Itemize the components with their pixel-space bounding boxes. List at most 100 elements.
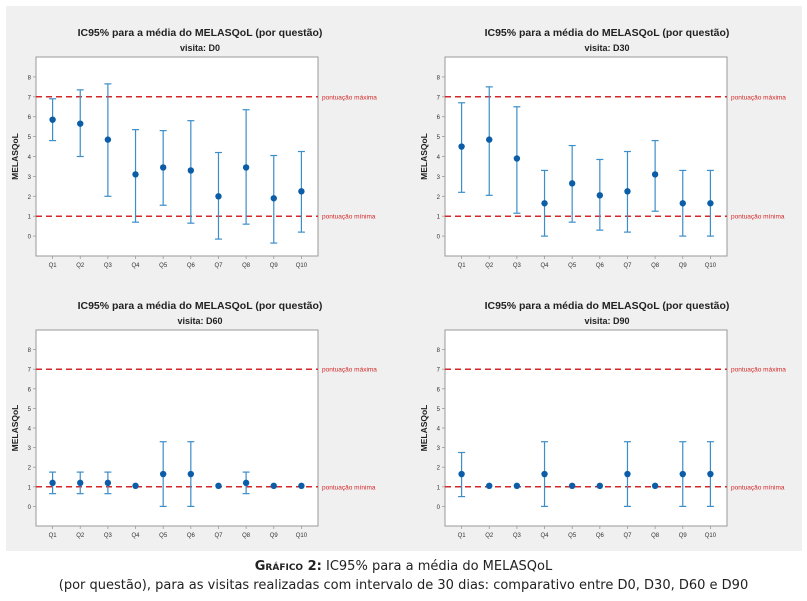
y-tick-label: 6	[28, 115, 32, 121]
reference-label-min: pontuação mínima	[731, 214, 785, 221]
x-tick-label: Q4	[541, 533, 550, 539]
y-tick-label: 6	[437, 387, 441, 393]
interval-plots-figure: IC95% para a média do MELASQoL (por ques…	[10, 27, 786, 539]
plot-area	[444, 56, 728, 257]
x-tick-label: Q6	[596, 533, 605, 539]
x-tick-label: Q7	[623, 533, 632, 539]
y-tick-label: 0	[28, 505, 32, 511]
x-tick-label: Q10	[705, 533, 717, 539]
mean-point	[215, 193, 222, 200]
y-tick-label: 6	[437, 115, 441, 121]
x-tick-label: Q3	[513, 533, 522, 539]
x-tick-label: Q4	[541, 263, 550, 269]
x-tick-label: Q4	[132, 263, 141, 269]
y-axis-label: MELASQoL	[10, 133, 20, 180]
reference-label-max: pontuação máxima	[731, 367, 786, 374]
y-axis-label: MELASQoL	[419, 133, 429, 180]
mean-point	[159, 470, 167, 478]
y-tick-label: 4	[437, 427, 441, 433]
x-tick-label: Q5	[568, 533, 577, 539]
y-tick-label: 5	[28, 407, 32, 413]
y-tick-label: 1	[28, 485, 32, 491]
chart-subtitle: visita: D60	[177, 316, 222, 326]
chart-subtitle: visita: D30	[584, 43, 629, 53]
mean-point	[541, 470, 548, 478]
x-tick-label: Q2	[485, 533, 494, 539]
mean-point	[596, 192, 604, 199]
y-tick-label: 1	[28, 215, 32, 221]
figure-caption: Gráfico 2: IC95% para a média do MELASQo…	[0, 557, 807, 595]
x-tick-label: Q8	[242, 263, 251, 269]
mean-point	[624, 188, 631, 195]
x-tick-label: Q10	[296, 263, 308, 269]
y-tick-label: 2	[28, 466, 32, 472]
mean-point	[270, 482, 277, 490]
y-tick-label: 8	[28, 348, 32, 354]
y-tick-label: 0	[437, 505, 441, 511]
x-tick-label: Q1	[458, 263, 467, 269]
chart-panel-2: IC95% para a média do MELASQoL (por ques…	[419, 27, 786, 269]
x-tick-label: Q9	[270, 533, 279, 539]
x-tick-label: Q1	[49, 263, 58, 269]
chart-panel-1: IC95% para a média do MELASQoL (por ques…	[10, 27, 377, 269]
mean-point	[77, 479, 84, 487]
x-tick-label: Q8	[651, 533, 660, 539]
x-tick-label: Q2	[76, 533, 85, 539]
x-tick-label: Q7	[214, 533, 223, 539]
y-tick-label: 6	[28, 387, 32, 393]
mean-point	[242, 479, 250, 487]
mean-point	[49, 479, 56, 487]
y-tick-label: 1	[437, 215, 441, 221]
reference-label-max: pontuação máxima	[731, 94, 786, 101]
chart-panel-3: IC95% para a média do MELASQoL (por ques…	[10, 300, 377, 539]
x-tick-label: Q9	[679, 263, 688, 269]
caption-line-2: (por questão), para as visitas realizada…	[58, 578, 749, 593]
mean-point	[270, 195, 277, 202]
mean-point	[159, 164, 167, 171]
y-tick-label: 7	[437, 95, 441, 101]
x-tick-label: Q5	[159, 533, 168, 539]
x-tick-label: Q4	[132, 533, 141, 539]
reference-label-max: pontuação máxima	[322, 367, 377, 374]
y-axis-label: MELASQoL	[10, 405, 20, 452]
x-tick-label: Q2	[485, 263, 494, 269]
caption-line-1: Gráfico 2: IC95% para a média do MELASQo…	[0, 557, 807, 576]
caption-label: Gráfico 2:	[254, 559, 322, 574]
mean-point	[187, 470, 195, 478]
y-tick-label: 4	[28, 427, 32, 433]
y-tick-label: 5	[28, 135, 32, 141]
x-tick-label: Q6	[596, 263, 605, 269]
plot-area	[444, 329, 728, 527]
y-tick-label: 0	[437, 235, 441, 241]
x-tick-label: Q3	[513, 263, 522, 269]
x-tick-label: Q6	[187, 533, 196, 539]
mean-point	[624, 470, 631, 478]
x-tick-label: Q3	[104, 263, 113, 269]
mean-point	[132, 171, 139, 178]
x-tick-label: Q7	[623, 263, 632, 269]
mean-point	[568, 482, 576, 490]
y-tick-label: 3	[28, 446, 32, 452]
mean-point	[77, 120, 84, 127]
mean-point	[458, 143, 465, 150]
chart-title: IC95% para a média do MELASQoL (por ques…	[485, 27, 730, 39]
chart-title: IC95% para a média do MELASQoL (por ques…	[78, 27, 323, 39]
chart-subtitle: visita: D90	[584, 316, 629, 326]
mean-point	[707, 470, 714, 478]
y-tick-label: 2	[437, 195, 441, 201]
x-tick-label: Q5	[568, 263, 577, 269]
y-tick-label: 5	[437, 135, 441, 141]
mean-point	[651, 171, 659, 178]
x-tick-label: Q6	[187, 263, 196, 269]
mean-point	[104, 136, 112, 143]
reference-label-min: pontuação mínima	[731, 484, 785, 491]
x-tick-label: Q9	[270, 263, 279, 269]
y-tick-label: 3	[437, 446, 441, 452]
mean-point	[298, 482, 305, 490]
chart-title: IC95% para a média do MELASQoL (por ques…	[78, 300, 323, 312]
mean-point	[49, 116, 56, 123]
plot-area	[35, 329, 319, 527]
chart-panel-4: IC95% para a média do MELASQoL (por ques…	[419, 300, 786, 539]
chart-subtitle: visita: D0	[180, 43, 220, 53]
y-tick-label: 3	[28, 175, 32, 181]
